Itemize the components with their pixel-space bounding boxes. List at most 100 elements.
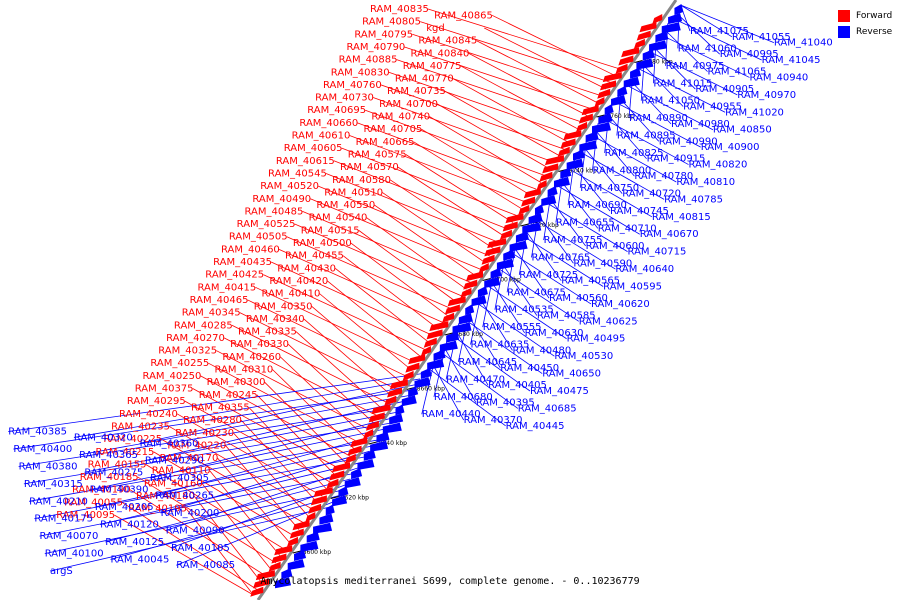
forward-gene-label: RAM_40270 <box>166 333 225 344</box>
reverse-gene-arrow <box>313 522 333 534</box>
reverse-gene-arrow <box>452 322 472 334</box>
forward-gene-label: RAM_40355 <box>191 402 250 413</box>
axis-tick-mark <box>482 278 491 281</box>
forward-gene-label: RAM_40840 <box>411 48 470 59</box>
reverse-gene-arrow <box>528 213 543 225</box>
reverse-gene-label: RAM_40970 <box>737 90 796 101</box>
forward-gene-arrow <box>405 362 420 373</box>
forward-gene-label: RAM_40550 <box>316 200 375 211</box>
label-leader-lines <box>8 4 775 596</box>
gene-features <box>250 4 684 597</box>
forward-gene-label: RAM_40775 <box>403 61 462 72</box>
forward-gene-label: RAM_40610 <box>292 131 351 142</box>
reverse-gene-label: RAM_40955 <box>683 101 742 112</box>
forward-leader-line <box>484 27 607 90</box>
reverse-gene-label: RAM_40535 <box>495 305 554 316</box>
reverse-gene-label: RAM_40940 <box>749 72 808 83</box>
forward-gene-label: RAM_40190 <box>72 485 131 496</box>
forward-gene-label: RAM_40225 <box>103 434 162 445</box>
reverse-leader-line <box>150 417 393 479</box>
reverse-gene-label: RAM_40625 <box>579 316 638 327</box>
forward-gene-arrow <box>536 180 547 190</box>
forward-gene-label: RAM_40665 <box>356 137 415 148</box>
forward-gene-arrow <box>576 121 588 132</box>
reverse-gene-arrow <box>623 76 640 88</box>
reverse-gene-label: RAM_40725 <box>519 270 578 281</box>
forward-gene-arrow <box>365 420 379 431</box>
forward-gene-arrow <box>478 263 489 273</box>
reverse-gene-label: RAM_40765 <box>531 252 590 263</box>
reverse-leader-line <box>427 367 506 427</box>
forward-gene-label: RAM_40455 <box>285 251 344 262</box>
forward-gene-label: RAM_40700 <box>379 99 438 110</box>
axis-tick-label: 8780 kbp <box>644 59 672 66</box>
reverse-leader-line <box>73 378 421 438</box>
forward-gene-arrow <box>371 404 391 415</box>
forward-leader-line <box>286 236 453 310</box>
reverse-leader-line <box>593 128 635 177</box>
reverse-gene-label: RAM_40675 <box>507 287 566 298</box>
reverse-gene-label: RAM_40815 <box>652 212 711 223</box>
reverse-gene-arrow <box>281 568 293 580</box>
forward-gene-arrow <box>599 80 616 91</box>
reverse-gene-label: RAM_40315 <box>24 479 83 490</box>
forward-gene-arrow <box>594 97 605 107</box>
reverse-leader-line <box>462 317 543 374</box>
reverse-gene-arrow <box>534 204 544 216</box>
reverse-gene-label: RAM_40595 <box>603 281 662 292</box>
reverse-gene-label: RAM_40590 <box>573 258 632 269</box>
forward-gene-arrow <box>636 30 651 41</box>
forward-leader-line <box>429 116 542 183</box>
forward-gene-arrow <box>557 146 570 157</box>
forward-gene-label: RAM_40885 <box>339 55 398 66</box>
axis-tick-label: 8760 kbp <box>606 113 634 120</box>
forward-leader-line <box>311 305 402 384</box>
forward-gene-label: RAM_40295 <box>127 396 186 407</box>
forward-leader-line <box>193 495 263 584</box>
forward-gene-arrow <box>502 221 518 232</box>
reverse-gene-label: RAM_40370 <box>464 415 523 426</box>
forward-gene-label: RAM_40485 <box>245 206 304 217</box>
forward-gene-label: RAM_40845 <box>418 36 477 47</box>
forward-gene-arrow <box>344 453 356 464</box>
reverse-gene-label: RAM_41065 <box>708 67 767 78</box>
reverse-leader-line <box>570 161 611 212</box>
forward-gene-label: RAM_40285 <box>174 320 233 331</box>
reverse-gene-arrow <box>484 277 501 288</box>
reverse-gene-arrow <box>560 167 572 179</box>
reverse-gene-label: RAM_40820 <box>689 160 748 171</box>
forward-gene-label: RAM_40235 <box>111 421 170 432</box>
reverse-leader-line <box>555 184 640 235</box>
legend-reverse-swatch <box>838 26 850 38</box>
forward-gene-arrow <box>289 528 304 539</box>
reverse-gene-label: RAM_41075 <box>690 26 749 37</box>
forward-gene-label: RAM_40250 <box>143 371 202 382</box>
forward-gene-arrow <box>505 213 524 224</box>
forward-gene-arrow <box>460 287 472 298</box>
forward-leader-line <box>342 255 439 330</box>
forward-gene-label: RAM_40300 <box>207 377 266 388</box>
forward-gene-label: RAM_40790 <box>346 42 405 53</box>
reverse-gene-label: RAM_40125 <box>105 537 164 548</box>
reverse-leader-line <box>590 134 677 183</box>
reverse-leader-line <box>624 84 714 131</box>
forward-gene-label: RAM_40520 <box>260 181 319 192</box>
reverse-leader-line <box>29 439 378 502</box>
forward-gene-label: RAM_40155 <box>88 459 147 470</box>
reverse-gene-label: RAM_41045 <box>762 55 821 66</box>
reverse-leader-line <box>520 234 604 287</box>
forward-leader-line <box>468 52 588 117</box>
forward-gene-arrow <box>347 445 362 456</box>
reverse-gene-arrow <box>509 240 528 252</box>
reverse-gene-label: RAM_41015 <box>653 78 712 89</box>
reverse-gene-label: RAM_40210 <box>29 496 88 507</box>
reverse-leader-line <box>578 150 665 200</box>
reverse-gene-label: RAM_40825 <box>605 148 664 159</box>
forward-gene-arrow <box>350 437 368 448</box>
forward-leader-line <box>397 166 504 237</box>
reverse-gene-label: RAM_40205 <box>95 502 154 513</box>
reverse-gene-label: RAM_40360 <box>140 438 199 449</box>
forward-gene-arrow <box>618 55 634 66</box>
forward-leader-line <box>287 343 374 424</box>
reverse-leader-line <box>477 295 513 351</box>
